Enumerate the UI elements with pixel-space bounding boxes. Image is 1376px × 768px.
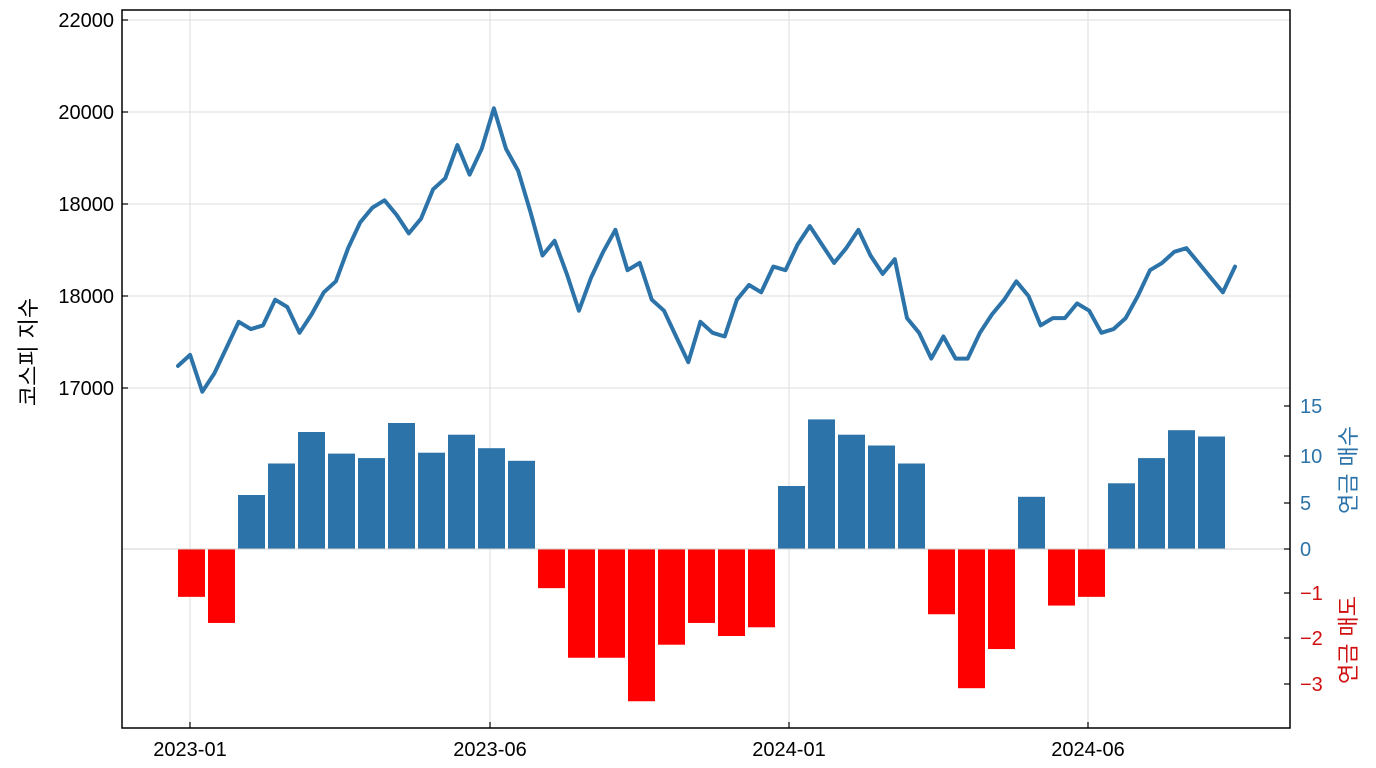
- bar-buy: [358, 458, 385, 549]
- bar-buy: [328, 453, 355, 549]
- right-tick-label-buy: 5: [1300, 493, 1311, 515]
- bar-buy: [1018, 496, 1045, 549]
- bar-sell: [1048, 549, 1075, 606]
- right-tick-label-buy: 0: [1300, 539, 1311, 561]
- bar-buy: [448, 434, 475, 549]
- kospi-index-line: [176, 106, 1237, 394]
- bar-sell: [748, 549, 775, 628]
- bar-buy: [1138, 458, 1165, 549]
- x-tick-label: 2024-06: [1051, 739, 1124, 761]
- x-tick-label: 2023-01: [153, 739, 226, 761]
- bar-buy: [388, 423, 415, 549]
- bar-sell: [718, 549, 745, 636]
- bar-buy: [778, 486, 805, 549]
- bar-sell: [1078, 549, 1105, 597]
- x-tick-label: 2023-06: [453, 739, 526, 761]
- bar-buy: [478, 448, 505, 549]
- bar-buy: [898, 463, 925, 549]
- left-tick-label: 20000: [58, 102, 114, 124]
- bar-buy: [268, 463, 295, 549]
- bar-sell: [628, 549, 655, 702]
- left-tick-label: 18000: [58, 194, 114, 216]
- left-axis-title: 코스피 지수: [17, 298, 42, 406]
- bar-buy: [298, 432, 325, 549]
- right-tick-label-sell: −2: [1300, 628, 1323, 650]
- bar-series-pension-flows: [178, 419, 1225, 702]
- bar-buy: [508, 460, 535, 549]
- left-tick-label: 17000: [58, 378, 114, 400]
- left-tick-label: 18000: [58, 286, 114, 308]
- bar-buy: [238, 495, 265, 549]
- right-tick-label-sell: −1: [1300, 583, 1323, 605]
- bar-buy: [868, 445, 895, 549]
- bar-sell: [598, 549, 625, 658]
- x-tick-label: 2024-01: [752, 739, 825, 761]
- bar-sell: [988, 549, 1015, 650]
- right-tick-label-sell: −3: [1300, 674, 1323, 696]
- bar-sell: [208, 549, 235, 623]
- left-tick-label: 22000: [58, 10, 114, 32]
- left-axis-ticks: 22000 20000 18000 18000 17000: [58, 10, 128, 400]
- bar-sell: [658, 549, 685, 645]
- bar-sell: [538, 549, 565, 589]
- right-axis-title-buy: 연금 매수: [1337, 426, 1362, 514]
- bar-sell: [688, 549, 715, 623]
- bar-buy: [808, 419, 835, 549]
- grid: [122, 10, 1290, 728]
- right-tick-label-buy: 15: [1300, 396, 1322, 418]
- bar-buy: [418, 452, 445, 549]
- plot-frame: [121, 9, 1291, 729]
- bar-buy: [1168, 430, 1195, 549]
- bar-sell: [568, 549, 595, 658]
- x-axis-ticks: 2023-01 2023-06 2024-01 2024-06: [153, 722, 1125, 761]
- right-axis-ticks: 15 10 5 0 −1 −2 −3: [1284, 396, 1323, 696]
- right-tick-label-buy: 10: [1300, 446, 1322, 468]
- bar-sell: [958, 549, 985, 689]
- bar-sell: [178, 549, 205, 597]
- right-axis-title-sell: 연금 매도: [1337, 596, 1362, 684]
- bar-buy: [1198, 436, 1225, 549]
- bar-sell: [928, 549, 955, 615]
- bar-buy: [1108, 483, 1135, 549]
- bar-buy: [838, 434, 865, 549]
